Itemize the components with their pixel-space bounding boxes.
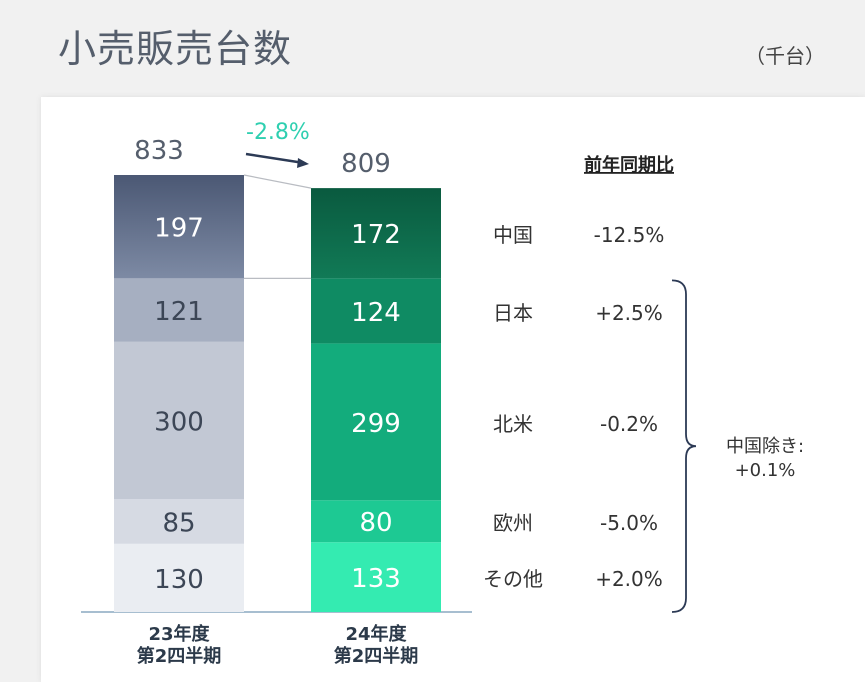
segment-value-label: 197 xyxy=(154,214,204,244)
segment-value-label: 300 xyxy=(154,408,204,438)
bar-segment xyxy=(311,500,441,543)
yoy-header: 前年同期比 xyxy=(584,154,674,176)
yoy-value: +2.5% xyxy=(595,301,663,325)
category-label: 24年度 xyxy=(345,623,407,645)
bar-total-label: 809 xyxy=(341,149,391,179)
bar-segment xyxy=(114,278,244,342)
bar-segment xyxy=(114,543,244,612)
change-label: -2.8% xyxy=(246,120,310,145)
arrow-head-icon xyxy=(297,158,309,168)
change-arrow-icon xyxy=(245,152,305,165)
segment-value-label: 133 xyxy=(351,564,401,594)
connector-line xyxy=(243,174,312,189)
bar-segment xyxy=(114,341,244,500)
region-label: 中国 xyxy=(493,223,533,247)
bar-segment xyxy=(311,343,441,501)
region-label: その他 xyxy=(483,567,543,591)
brace-note-label: +0.1% xyxy=(735,460,796,481)
bar-segment xyxy=(114,499,244,544)
category-label: 第2四半期 xyxy=(334,645,419,667)
segment-value-label: 299 xyxy=(351,409,401,439)
page-title: 小売販売台数 xyxy=(58,27,293,71)
segment-value-label: 124 xyxy=(351,298,401,328)
segment-value-label: 80 xyxy=(359,508,392,538)
segment-value-label: 130 xyxy=(154,565,204,595)
region-label: 欧州 xyxy=(493,511,533,535)
region-label: 日本 xyxy=(493,301,533,325)
bar-segment xyxy=(311,278,441,344)
yoy-value: -12.5% xyxy=(594,223,665,247)
yoy-value: +2.0% xyxy=(595,567,663,591)
bar-segment xyxy=(311,542,441,612)
segment-value-label: 172 xyxy=(351,220,401,250)
segment-value-label: 121 xyxy=(154,297,204,327)
category-label: 23年度 xyxy=(148,623,210,645)
yoy-value: -5.0% xyxy=(600,511,658,535)
bar-total-label: 833 xyxy=(134,136,184,166)
bar-segment xyxy=(114,175,244,279)
brace-note-label: 中国除き: xyxy=(726,436,804,457)
region-label: 北米 xyxy=(493,412,533,436)
bar-segment xyxy=(311,188,441,279)
unit-label: （千台） xyxy=(745,44,825,68)
category-label: 第2四半期 xyxy=(137,645,222,667)
yoy-value: -0.2% xyxy=(600,412,658,436)
segment-value-label: 85 xyxy=(162,509,195,539)
brace-icon xyxy=(671,279,697,613)
